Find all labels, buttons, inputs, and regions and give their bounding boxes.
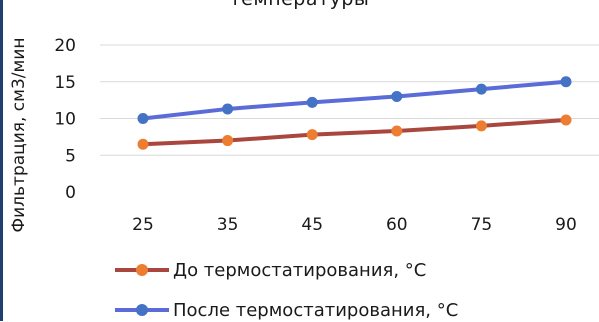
- data-point-series-2: [475, 83, 487, 95]
- legend-entry: До термостатирования, °С: [115, 258, 426, 282]
- data-point-series-1: [137, 138, 149, 150]
- legend-label: После термостатирования, °С: [173, 299, 459, 321]
- data-point-series-1: [306, 129, 318, 141]
- legend-entry: После термостатирования, °С: [115, 298, 458, 322]
- x-tick-label: 45: [301, 215, 323, 235]
- data-point-series-2: [560, 76, 572, 88]
- y-tick-label: 5: [65, 146, 76, 166]
- y-tick-label: 10: [54, 110, 76, 130]
- data-point-series-1: [391, 125, 403, 137]
- data-point-series-2: [222, 103, 234, 115]
- legend-marker: [136, 304, 148, 316]
- data-point-series-1: [475, 120, 487, 132]
- y-tick-label: 0: [65, 183, 76, 203]
- series-line-2: [141, 79, 568, 121]
- series-line-1: [141, 117, 568, 147]
- x-tick-label: 75: [471, 215, 493, 235]
- data-point-series-2: [391, 90, 403, 102]
- data-point-series-2: [306, 96, 318, 108]
- x-tick-label: 35: [217, 215, 239, 235]
- y-tick-label: 15: [54, 73, 76, 93]
- x-tick-label: 60: [386, 215, 408, 235]
- legend-swatch: [115, 298, 169, 322]
- x-tick-label: 90: [555, 215, 577, 235]
- data-point-series-2: [137, 113, 149, 124]
- left-border: [0, 0, 3, 321]
- data-point-series-1: [560, 114, 572, 126]
- legend-swatch: [115, 258, 169, 282]
- chart-title: температуры: [0, 0, 599, 10]
- x-tick-label: 25: [132, 215, 154, 235]
- data-point-series-1: [222, 135, 234, 147]
- legend-label: До термостатирования, °С: [173, 259, 427, 281]
- legend-marker: [136, 264, 148, 276]
- y-tick-label: 20: [54, 36, 76, 56]
